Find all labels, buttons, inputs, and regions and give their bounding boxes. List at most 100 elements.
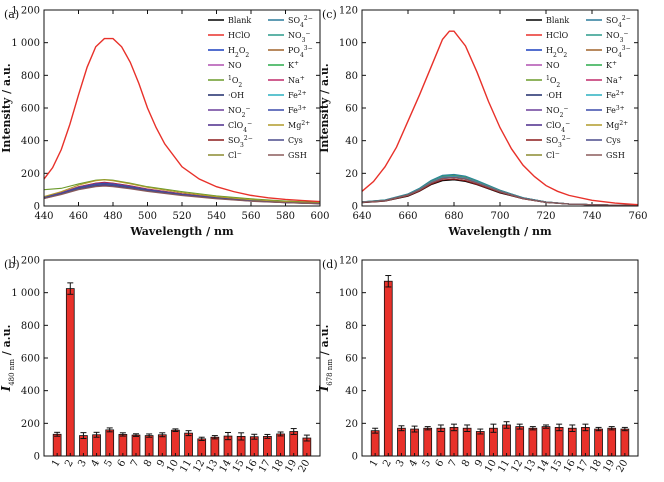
- bar-9: [475, 431, 485, 457]
- bar-3: [397, 427, 406, 457]
- legend-entry: SO32−: [546, 135, 571, 149]
- x-tick-label: 640: [352, 211, 371, 222]
- x-tick-label: 19: [283, 458, 299, 475]
- y-tick-label: 400: [21, 136, 40, 147]
- panel-label: (d): [322, 258, 338, 271]
- bar-1: [52, 433, 62, 457]
- legend-entry: PO43−: [606, 45, 631, 59]
- plot-frame: [361, 259, 639, 457]
- plot-frame: [43, 259, 321, 457]
- bar-6: [436, 427, 446, 457]
- x-tick-label: 2: [63, 458, 76, 469]
- x-tick-label: 4: [89, 458, 102, 469]
- bar-15: [554, 427, 564, 457]
- legend-entry: Fe2+: [288, 90, 307, 101]
- bar-14: [541, 426, 551, 457]
- plot-frame: [361, 9, 639, 207]
- y-tick-label: 0: [34, 202, 40, 213]
- x-tick-label: 20: [297, 458, 313, 475]
- x-tick-label: 9: [473, 458, 486, 469]
- legend-entry: SO42−: [606, 15, 631, 29]
- legend-entry: Cl−: [546, 150, 560, 161]
- y-tick-label: 60: [345, 104, 358, 115]
- bar-2: [65, 288, 75, 457]
- x-tick-label: 16: [244, 458, 260, 475]
- x-tick-label: 760: [628, 211, 647, 222]
- legend-entry: Fe3+: [288, 105, 307, 116]
- x-tick-label: 740: [582, 211, 601, 222]
- legend-entry: HClO: [228, 31, 251, 40]
- x-tick-label: 3: [394, 458, 407, 469]
- series-group: [362, 30, 638, 206]
- y-tick-label: 80: [345, 71, 358, 82]
- legend-entry: H2O2: [546, 46, 567, 59]
- y-tick-label: 100: [339, 288, 358, 299]
- x-tick-label: 7: [447, 458, 460, 469]
- y-tick-label: 600: [21, 354, 40, 365]
- y-tick-label: 600: [21, 104, 40, 115]
- legend-entry: NO3−: [606, 30, 628, 44]
- x-tick-label: 700: [490, 211, 509, 222]
- series-line-18: [44, 179, 320, 204]
- series-line-20: [44, 185, 320, 205]
- y-tick-label: 40: [345, 386, 358, 397]
- y-axis-label: I480 nm / a.u.: [0, 325, 16, 393]
- x-tick-label: 12: [509, 458, 525, 475]
- x-tick-label: 13: [523, 458, 539, 475]
- x-tick-label: 17: [575, 458, 591, 475]
- legend-entry: K+: [606, 60, 617, 71]
- legend-entry: 1O2: [228, 75, 242, 89]
- x-tick-label: 18: [270, 458, 286, 475]
- bar-5: [105, 429, 115, 457]
- y-axis-label: I678 nm / a.u.: [317, 325, 334, 393]
- bar-20: [620, 428, 630, 457]
- legend-entry: GSH: [288, 151, 307, 160]
- y-tick-label: 40: [345, 136, 358, 147]
- y-tick-label: 200: [21, 419, 40, 430]
- legend-entry: Na+: [606, 75, 623, 86]
- x-tick-label: 500: [138, 211, 157, 222]
- bar-11: [184, 432, 193, 457]
- y-tick-label: 200: [21, 169, 40, 180]
- y-tick-label: 0: [34, 452, 40, 463]
- x-tick-label: 6: [116, 458, 129, 469]
- legend-entry: SO32−: [228, 135, 253, 149]
- bar-13: [528, 427, 538, 457]
- y-tick-label: 120: [339, 6, 358, 17]
- legend-entry: Cys: [606, 136, 621, 145]
- y-tick-label: 0: [352, 452, 358, 463]
- legend-entry: NO2−: [546, 105, 568, 119]
- bar-19: [289, 431, 299, 457]
- legend-entry: H2O2: [228, 46, 249, 59]
- x-tick-label: 560: [241, 211, 260, 222]
- x-tick-label: 720: [536, 211, 555, 222]
- panel-label: (a): [4, 8, 19, 21]
- legend-entry: ·OH: [228, 91, 244, 100]
- legend-entry: ClO4−: [228, 120, 252, 134]
- bar-18: [276, 433, 285, 457]
- y-tick-label: 100: [339, 38, 358, 49]
- x-tick-label: 3: [76, 458, 89, 469]
- x-tick-label: 2: [381, 458, 394, 469]
- bar-16: [567, 427, 577, 457]
- bar-17: [581, 427, 590, 457]
- legend-entry: Blank: [228, 16, 251, 25]
- legend-entry: NO3−: [288, 30, 310, 44]
- x-tick-label: 14: [536, 458, 552, 475]
- bar-2: [383, 280, 393, 457]
- x-tick-label: 9: [155, 458, 168, 469]
- legend-entry: Blank: [546, 16, 569, 25]
- bar-7: [449, 427, 459, 457]
- legend-entry: 1O2: [546, 75, 560, 89]
- y-axis-label: Intensity / a.u.: [318, 63, 331, 153]
- legend-entry: ·OH: [546, 91, 562, 100]
- bar-6: [118, 434, 128, 457]
- x-tick-label: 5: [103, 458, 116, 469]
- legend-entry: Cl−: [228, 150, 242, 161]
- legend-entry: Na+: [288, 75, 305, 86]
- y-tick-label: 20: [345, 169, 358, 180]
- x-tick-label: 16: [562, 458, 578, 475]
- bar-11: [502, 424, 511, 457]
- legend-entry: NO2−: [228, 105, 250, 119]
